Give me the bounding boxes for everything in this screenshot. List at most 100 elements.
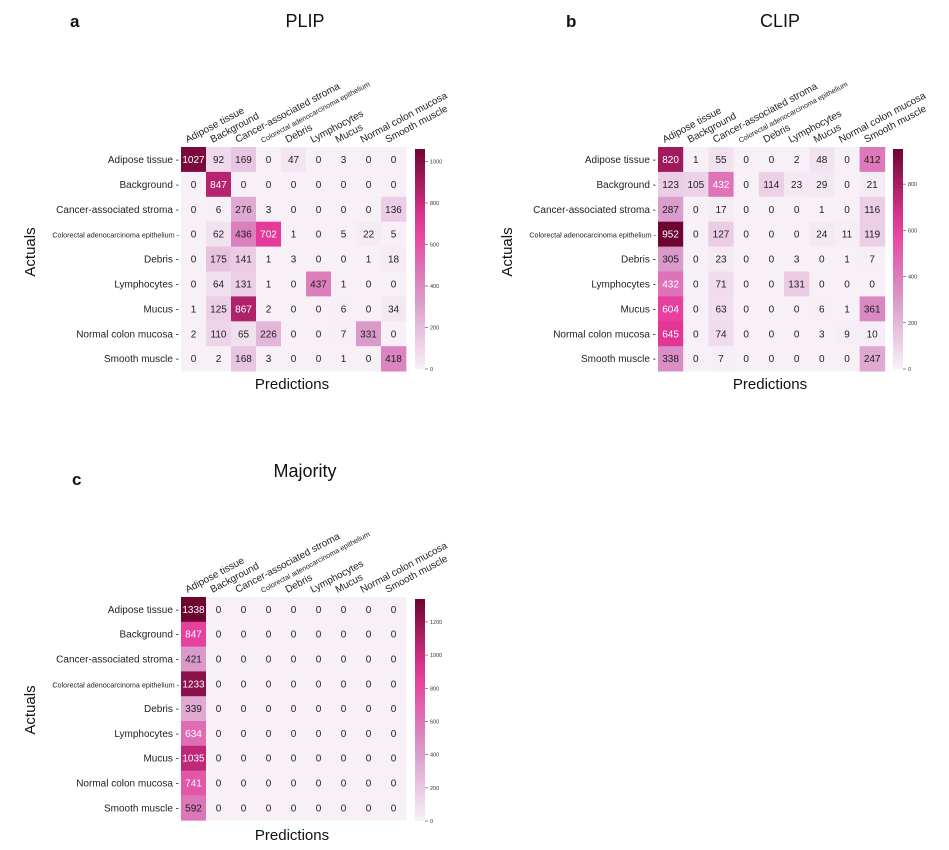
cell-value-label: 0 [391, 729, 397, 740]
cell-value-label: 0 [316, 803, 322, 814]
heatmap-cell [331, 246, 357, 272]
cell-value-label: 0 [216, 704, 222, 715]
heatmap-cell [231, 346, 257, 372]
heatmap-cell [181, 147, 207, 173]
heatmap-cell [834, 321, 860, 347]
heatmap-cell [683, 271, 709, 297]
colorbar [415, 599, 425, 821]
cell-value-label: 1233 [182, 679, 205, 690]
cell-value-label: 0 [266, 704, 272, 715]
heatmap-cell [708, 271, 734, 297]
cell-value-label: 0 [216, 655, 222, 666]
heatmap-cell [708, 147, 734, 173]
cell-value-label: 62 [213, 230, 225, 241]
y-tick-label: Cancer-associated stroma - [533, 205, 656, 216]
y-axis-label: Actuals [499, 227, 516, 276]
colorbar-tick-label: 0 [430, 367, 433, 373]
heatmap-cell [181, 795, 207, 821]
heatmap-cell [231, 321, 257, 347]
heatmap-cell [834, 196, 860, 223]
cell-value-label: 0 [769, 354, 775, 365]
cell-value-label: 47 [288, 155, 300, 166]
cell-value-label: 0 [316, 304, 322, 315]
cell-value-label: 331 [360, 329, 377, 340]
cell-value-label: 436 [235, 230, 252, 241]
heatmap-cell [834, 147, 860, 173]
cell-value-label: 0 [316, 729, 322, 740]
heatmap-cell [381, 671, 407, 697]
heatmap-cell [859, 147, 886, 173]
heatmap-cell [683, 147, 709, 173]
cell-value-label: 0 [291, 279, 297, 290]
cell-value-label: 0 [241, 679, 247, 690]
heatmap-cell [256, 696, 282, 722]
heatmap-cell [306, 621, 332, 647]
cell-value-label: 847 [210, 180, 227, 191]
cell-value-label: 0 [366, 155, 372, 166]
y-tick-label: Smooth muscle - [581, 354, 656, 365]
cell-value-label: 0 [291, 630, 297, 641]
heatmap-cell [683, 221, 709, 247]
cell-value-label: 0 [266, 803, 272, 814]
heatmap-cell [231, 721, 257, 747]
y-tick-label: Mucus - [143, 304, 179, 315]
heatmap-cell [683, 296, 709, 322]
colorbar-tick-label: 400 [430, 753, 439, 759]
heatmap-cell [281, 296, 307, 322]
heatmap-cell [658, 246, 684, 272]
heatmap-cell [356, 296, 382, 322]
cell-value-label: 0 [366, 605, 372, 616]
cell-value-label: 0 [241, 655, 247, 666]
cell-value-label: 0 [693, 255, 699, 266]
heatmap-cell [658, 147, 684, 173]
cell-value-label: 11 [842, 230, 853, 241]
colorbar-tick-label: 200 [430, 325, 439, 331]
heatmap-cell [733, 221, 760, 247]
heatmap-cell [356, 221, 382, 247]
cell-value-label: 0 [291, 754, 297, 765]
cell-value-label: 0 [341, 729, 347, 740]
cell-value-label: 0 [216, 630, 222, 641]
y-tick-label: Smooth muscle - [104, 354, 179, 365]
heatmap-cell [331, 296, 357, 322]
cell-value-label: 22 [363, 230, 375, 241]
cell-value-label: 1 [844, 255, 850, 266]
heatmap-cell [231, 597, 257, 623]
y-tick-label: Normal colon mucosa - [553, 329, 656, 340]
heatmap-cell [181, 696, 207, 722]
heatmap-cell [281, 346, 307, 372]
cell-value-label: 0 [693, 230, 699, 241]
heatmap-cell [256, 321, 282, 347]
cell-value-label: 0 [693, 329, 699, 340]
heatmap-cell [281, 646, 307, 672]
heatmap-cell [733, 171, 760, 198]
cell-value-label: 0 [743, 230, 749, 241]
colorbar-tick-label: 800 [430, 201, 439, 207]
cell-value-label: 0 [391, 704, 397, 715]
colorbar-tick-label: 0 [908, 367, 911, 373]
cell-value-label: 0 [316, 354, 322, 365]
heatmap-cell [181, 646, 207, 672]
cell-value-label: 0 [316, 205, 322, 216]
heatmap-cell [381, 346, 407, 372]
cell-value-label: 0 [366, 180, 372, 191]
heatmap-cell [708, 321, 734, 347]
y-tick-label: Lymphocytes - [591, 279, 656, 290]
heatmap-cell [356, 147, 382, 173]
y-tick-label: Normal colon mucosa - [76, 779, 179, 790]
heatmap-cell [281, 246, 307, 272]
heatmap-cell [381, 246, 407, 272]
heatmap-cell [784, 196, 810, 223]
cell-value-label: 105 [687, 180, 704, 191]
heatmap-cell [306, 321, 332, 347]
y-tick-label: Lymphocytes - [114, 729, 179, 740]
heatmap-cell [733, 296, 760, 322]
y-tick-label: Normal colon mucosa - [76, 329, 179, 340]
heatmap-cell [231, 646, 257, 672]
cell-value-label: 7 [341, 329, 347, 340]
cell-value-label: 114 [763, 180, 779, 191]
heatmap-cell [758, 321, 785, 347]
heatmap-cell [784, 346, 810, 372]
heatmap-cell [331, 271, 357, 297]
